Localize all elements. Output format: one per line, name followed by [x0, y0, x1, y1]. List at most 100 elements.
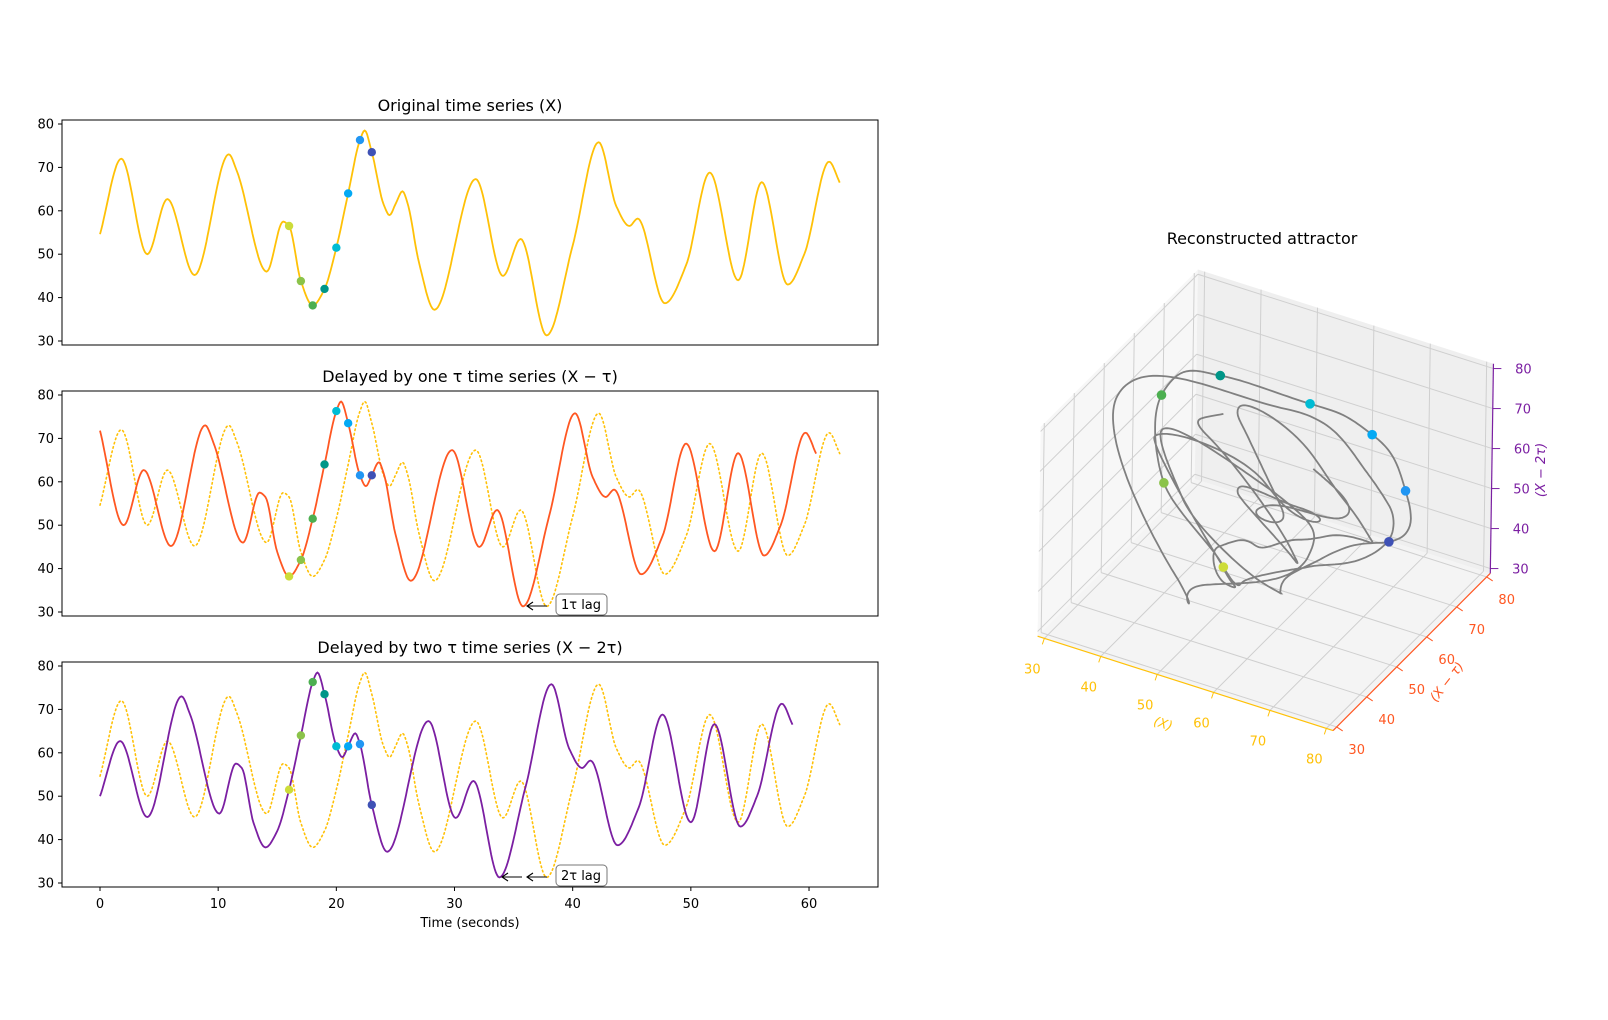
- x-tick-label: 30: [446, 897, 463, 912]
- left-pane: [1037, 269, 1198, 637]
- lag-annotation-box: [555, 864, 608, 887]
- y-tick-label: 30: [37, 606, 54, 621]
- highlight-point: [355, 739, 365, 749]
- grid-line: [1037, 473, 1196, 632]
- attractor-highlight-point: [1305, 399, 1315, 409]
- attractor-zlabel: (X − 2τ): [1534, 443, 1549, 497]
- panel3-title: Delayed by two τ time series (X − 2τ): [317, 638, 622, 657]
- highlight-point: [308, 677, 317, 687]
- grid-line: [1101, 572, 1397, 668]
- panel3-xlabel: Time (seconds): [419, 916, 519, 931]
- reference-series-line: [99, 671, 841, 879]
- lag-arrow: [501, 872, 522, 882]
- grid-line: [1269, 552, 1428, 711]
- y-tick-label: 70: [37, 161, 54, 176]
- y-tick-label: 80: [37, 660, 54, 675]
- x-tick-label: 70: [1250, 734, 1267, 749]
- grid-line: [1070, 393, 1075, 603]
- highlight-point: [284, 221, 294, 231]
- grid-line: [1071, 602, 1367, 698]
- x-tick-label: 60: [801, 897, 818, 912]
- grid-line: [1130, 333, 1135, 543]
- z-axis-line: [1489, 363, 1495, 574]
- grid-line: [1197, 313, 1493, 410]
- y-axis-line: [1332, 572, 1491, 731]
- x-tick-label: 20: [328, 897, 345, 912]
- back-pane: [1194, 269, 1494, 574]
- grid-line: [1197, 273, 1494, 370]
- y-tick-label: 80: [37, 118, 54, 133]
- z-tick-label: 50: [1513, 483, 1530, 498]
- x-tick-label: 10: [210, 897, 227, 912]
- grid-line: [1040, 423, 1045, 633]
- highlight-point: [343, 742, 353, 751]
- y-tick-label: 80: [37, 389, 54, 404]
- z-tick-label: 30: [1512, 563, 1529, 578]
- y-tick-label: 40: [1378, 713, 1395, 728]
- grid-line: [1038, 393, 1197, 552]
- panel-2: 30 40 50 60 70 80 1τ lag: [37, 389, 879, 621]
- highlight-point: [332, 243, 341, 252]
- highlight-point: [355, 471, 365, 480]
- y-tick-label: 40: [37, 562, 54, 577]
- y-tick: [1396, 666, 1403, 672]
- y-tick: [1336, 726, 1343, 732]
- grid-line: [1190, 273, 1195, 483]
- grid-line: [1257, 289, 1262, 500]
- y-tick-label: 30: [1348, 743, 1365, 758]
- highlight-point: [320, 284, 329, 294]
- attractor-highlight-point: [1159, 478, 1169, 488]
- attractor-3d: 30 40 50 60 70 80 30 40 50 60 70 80 30 40 50 60 70 80: [1024, 269, 1532, 767]
- highlight-point: [308, 514, 317, 523]
- grid-line: [1213, 534, 1372, 693]
- grid-line: [1195, 433, 1492, 530]
- highlight-point: [367, 471, 376, 480]
- grid-line: [1426, 343, 1431, 554]
- grid-line: [1100, 498, 1259, 657]
- grid-line: [1043, 480, 1202, 639]
- x-tick-label: 50: [683, 897, 700, 912]
- grid-line: [1041, 632, 1337, 728]
- highlight-point: [343, 189, 353, 198]
- y-tick: [1456, 606, 1463, 612]
- lag-arrow: [526, 872, 547, 882]
- y-tick-label: 60: [37, 204, 54, 219]
- plot-area: [61, 119, 879, 346]
- y-tick-label: 30: [37, 877, 54, 892]
- highlight-point: [355, 135, 365, 145]
- attractor-highlight-point: [1367, 429, 1377, 440]
- y-tick-label: 70: [1468, 623, 1485, 638]
- lag-arrow: [526, 601, 547, 611]
- highlight-point: [296, 555, 306, 565]
- attractor-highlight-point: [1400, 486, 1411, 496]
- grid-line: [1037, 433, 1196, 592]
- highlight-point: [308, 301, 317, 310]
- series-line: [99, 129, 841, 337]
- y-tick: [1366, 696, 1373, 702]
- grid-line: [1161, 512, 1457, 608]
- y-tick: [1426, 636, 1433, 642]
- y-tick-label: 60: [37, 475, 54, 490]
- panel-3: 30 40 50 60 70 80 0 10 20 30 40 50 60 2τ lag: [37, 660, 879, 912]
- grid-line: [1325, 570, 1484, 729]
- highlight-point: [320, 460, 329, 469]
- x-tick: [1323, 728, 1327, 735]
- y-tick-label: 40: [37, 833, 54, 848]
- highlight-point: [320, 690, 329, 699]
- y-tick-label: 60: [1438, 653, 1455, 668]
- highlight-point: [332, 742, 341, 751]
- grid-line: [1039, 353, 1197, 512]
- y-tick-label: 70: [37, 703, 54, 718]
- grid-line: [1313, 307, 1318, 518]
- grid-line: [1483, 361, 1488, 572]
- y-tick-label: 30: [37, 335, 54, 350]
- highlight-point: [367, 800, 376, 810]
- plot-area: [61, 390, 879, 617]
- grid-line: [1196, 353, 1493, 450]
- grid-line: [1100, 363, 1105, 573]
- grid-line: [1201, 271, 1206, 482]
- grid-line: [1131, 542, 1427, 638]
- x-tick: [1267, 710, 1271, 717]
- x-tick-label: 30: [1024, 662, 1041, 677]
- y-tick-label: 60: [37, 746, 54, 761]
